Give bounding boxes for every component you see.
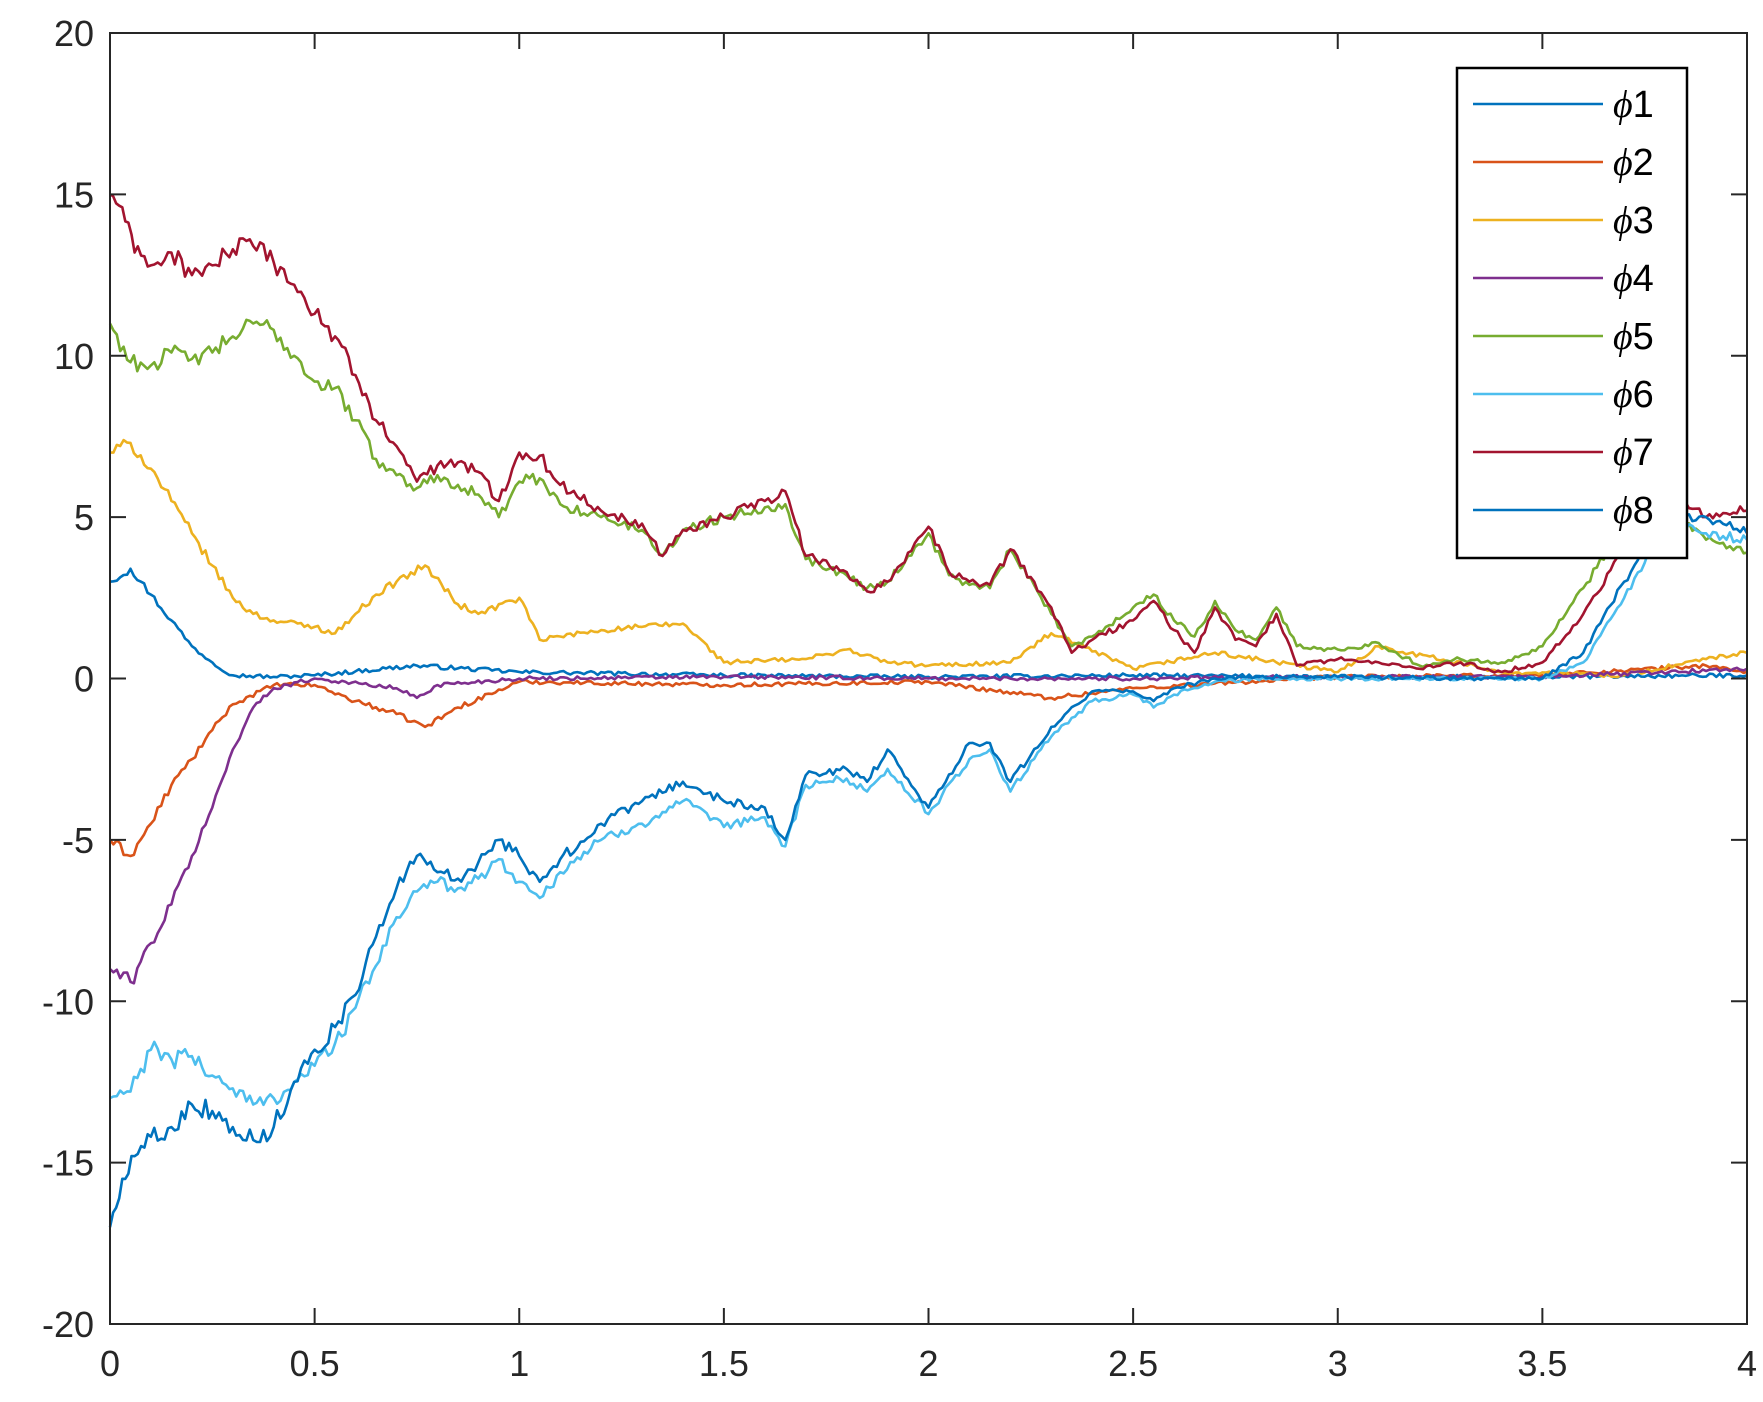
x-tick-label: 1.5 xyxy=(699,1343,749,1384)
x-tick-label: 4 xyxy=(1737,1343,1757,1384)
series-line-5 xyxy=(108,318,1748,669)
y-tick-label: 0 xyxy=(74,659,94,700)
legend-label: ϕ8 xyxy=(1613,490,1654,532)
y-tick-label: -5 xyxy=(62,820,94,861)
x-tick-label: 0.5 xyxy=(290,1343,340,1384)
series-line-8 xyxy=(108,513,1749,1228)
series-line-4 xyxy=(109,666,1748,985)
series-layer xyxy=(108,193,1749,1228)
legend-label: ϕ4 xyxy=(1613,258,1654,300)
y-tick-label: 10 xyxy=(54,336,94,377)
legend-label: ϕ6 xyxy=(1613,374,1654,416)
y-tick-label: -20 xyxy=(42,1304,94,1345)
y-tick-label: -10 xyxy=(42,981,94,1022)
legend-label: ϕ3 xyxy=(1613,200,1654,242)
x-tick-label: 2 xyxy=(918,1343,938,1384)
axis-layer: 0 0.5 1 1.5 2 2.5 3 3.5 4 -20 -15 -10 -5 0 5 10 15 20 xyxy=(42,13,1757,1384)
legend-box xyxy=(1455,66,1689,560)
y-tick-label: 5 xyxy=(74,497,94,538)
y-tick-label: 20 xyxy=(54,13,94,54)
x-tick-label: 1 xyxy=(509,1343,529,1384)
legend: ϕ1 ϕ2 ϕ3 ϕ4 ϕ5 ϕ6 ϕ7 ϕ8 xyxy=(1455,66,1689,560)
legend-label: ϕ5 xyxy=(1613,316,1654,358)
x-tick-label: 2.5 xyxy=(1108,1343,1158,1384)
x-tick-label: 3 xyxy=(1328,1343,1348,1384)
y-tick-label: 15 xyxy=(54,174,94,215)
legend-label: ϕ1 xyxy=(1613,84,1654,126)
x-tick-label: 0 xyxy=(100,1343,120,1384)
x-tick-label: 3.5 xyxy=(1517,1343,1567,1384)
legend-label: ϕ7 xyxy=(1613,432,1654,474)
series-line-7 xyxy=(109,193,1748,674)
y-tick-label: -15 xyxy=(42,1143,94,1184)
legend-label: ϕ2 xyxy=(1613,142,1654,184)
